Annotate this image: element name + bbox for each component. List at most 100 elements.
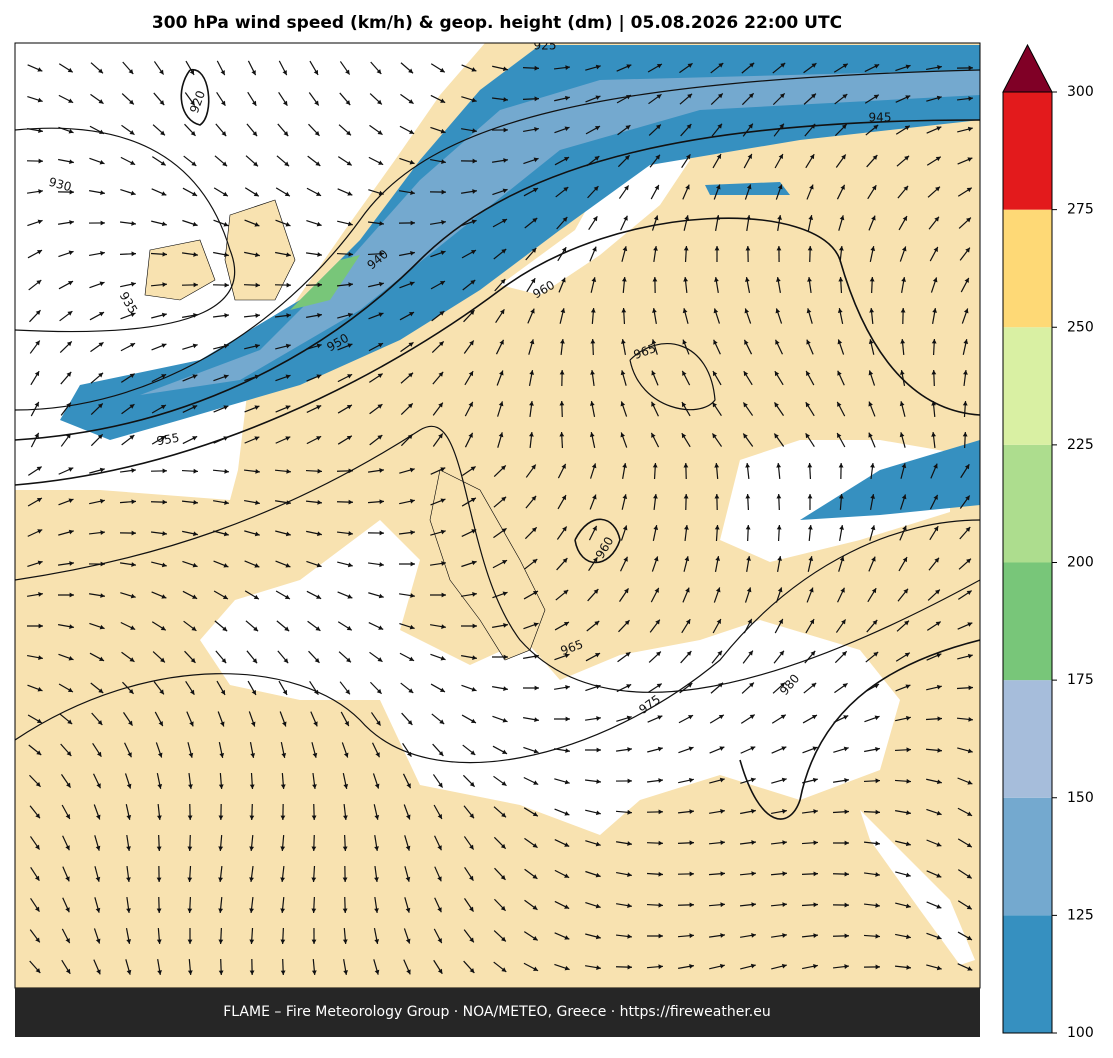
- wind-arrow: [834, 650, 848, 664]
- wind-arrow: [337, 591, 353, 599]
- arrow-head: [712, 371, 718, 377]
- arrow-head: [187, 846, 193, 851]
- wind-arrow: [60, 371, 72, 385]
- arrow-head: [37, 687, 43, 692]
- arrow-head: [592, 216, 598, 222]
- arrow-head: [931, 432, 936, 437]
- wind-arrow: [588, 215, 598, 231]
- wind-arrow: [369, 403, 383, 415]
- arrow-head: [655, 154, 660, 160]
- arrow-head: [503, 654, 508, 660]
- arrow-head: [592, 246, 597, 252]
- wind-arrow: [522, 65, 540, 71]
- arrow-head: [188, 784, 193, 789]
- wind-arrow: [27, 654, 43, 661]
- wind-arrow: [182, 590, 198, 600]
- arrow-head: [100, 190, 105, 195]
- arrow-head: [218, 908, 224, 913]
- wind-arrow: [90, 372, 104, 384]
- arrow-head: [65, 845, 70, 851]
- arrow-head: [651, 432, 656, 438]
- wind-arrow: [430, 126, 446, 134]
- arrow-head: [188, 752, 194, 758]
- arrow-head: [35, 781, 41, 787]
- wind-arrow: [430, 683, 446, 693]
- arrow-head: [254, 563, 260, 568]
- wind-arrow: [584, 779, 602, 784]
- wind-arrow: [306, 343, 322, 350]
- wind-arrow: [739, 840, 757, 845]
- arrow-head: [469, 937, 474, 943]
- wind-arrow: [368, 281, 384, 288]
- wind-arrow: [275, 560, 291, 568]
- arrow-head: [131, 562, 136, 567]
- arrow-head: [559, 370, 565, 375]
- arrow-head: [812, 777, 818, 783]
- wind-arrow: [244, 530, 260, 537]
- arrow-head: [284, 594, 290, 600]
- arrow-head: [901, 463, 907, 469]
- arrow-head: [192, 374, 198, 379]
- wind-arrow: [493, 465, 507, 477]
- wind-arrow: [774, 618, 784, 634]
- arrow-head: [686, 651, 692, 656]
- wind-arrow: [430, 250, 446, 258]
- wind-arrow: [401, 712, 413, 726]
- wind-arrow: [740, 963, 756, 970]
- arrow-head: [285, 531, 291, 537]
- arrow-head: [903, 185, 909, 191]
- wind-arrow: [461, 249, 477, 259]
- arrow-head: [780, 714, 786, 720]
- arrow-head: [161, 562, 167, 568]
- wind-arrow: [774, 339, 784, 355]
- wind-arrow: [58, 467, 74, 475]
- arrow-head: [595, 684, 601, 690]
- wind-arrow: [306, 560, 322, 568]
- wind-arrow: [218, 772, 224, 790]
- arrow-head: [745, 463, 750, 468]
- wind-arrow: [183, 155, 197, 167]
- arrow-head: [317, 282, 322, 288]
- wind-arrow: [650, 184, 660, 200]
- wind-arrow: [832, 902, 850, 908]
- arrow-head: [906, 778, 911, 784]
- arrow-head: [501, 781, 507, 786]
- arrow-head: [807, 525, 813, 530]
- wind-arrow: [556, 216, 568, 230]
- wind-arrow: [898, 215, 908, 231]
- wind-arrow: [337, 404, 353, 414]
- arrow-head: [627, 903, 632, 908]
- arrow-head: [69, 159, 74, 165]
- wind-arrow: [833, 63, 849, 73]
- arrow-head: [812, 746, 818, 751]
- arrow-head: [774, 371, 780, 377]
- wind-arrow: [836, 432, 846, 448]
- arrow-head: [286, 313, 291, 318]
- wind-arrow: [834, 93, 848, 105]
- wind-arrow: [894, 747, 912, 753]
- arrow-head: [67, 311, 73, 316]
- arrow-head: [316, 343, 322, 349]
- arrow-head: [620, 432, 626, 438]
- arrow-head: [224, 282, 229, 288]
- wind-arrow: [554, 900, 570, 910]
- wind-arrow: [585, 716, 601, 721]
- wind-arrow: [277, 650, 289, 664]
- arrow-head: [776, 494, 782, 499]
- wind-arrow: [527, 308, 535, 324]
- arrow-head: [626, 64, 632, 69]
- wind-arrow: [895, 125, 911, 135]
- arrow-head: [935, 621, 941, 627]
- arrow-head: [469, 340, 474, 346]
- wind-arrow: [90, 682, 104, 694]
- arrow-head: [190, 100, 195, 106]
- wind-arrow: [833, 778, 849, 783]
- wind-arrow: [432, 433, 444, 447]
- wind-arrow: [832, 933, 850, 939]
- arrow-head: [126, 969, 132, 975]
- wind-arrow: [275, 436, 291, 444]
- arrow-head: [841, 154, 846, 160]
- wind-arrow: [646, 840, 664, 846]
- arrow-head: [406, 969, 411, 975]
- arrow-head: [713, 339, 718, 345]
